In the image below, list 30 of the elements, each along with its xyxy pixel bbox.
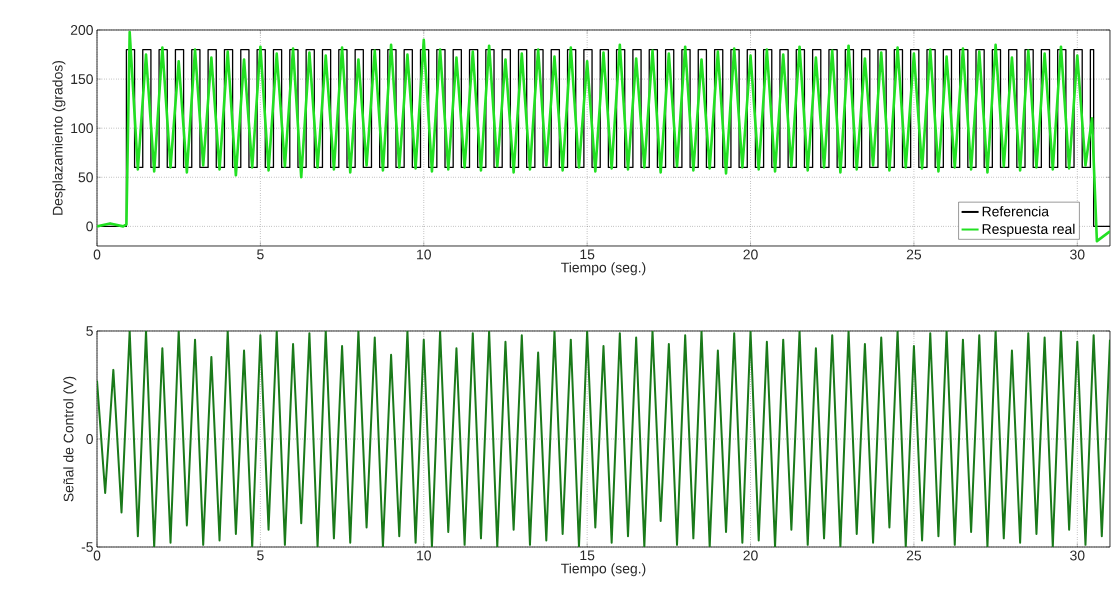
y-tick-label: 50 [78, 172, 93, 183]
line-series [97, 30, 1110, 243]
x-tick-label: 30 [1070, 550, 1085, 561]
y-tick-label: 0 [86, 434, 93, 444]
x-tick-label: 5 [257, 550, 264, 561]
x-tick-label: 25 [906, 550, 922, 561]
x-axis-title: Tiempo (seg.) [561, 262, 646, 276]
y-axis-title: Desplazamiento (grados) [52, 60, 66, 215]
x-tick-label: 20 [743, 249, 758, 260]
x-tick-label: 10 [417, 550, 431, 561]
x-tick-label: 25 [906, 249, 922, 260]
y-tick-label: 0 [86, 221, 93, 232]
x-tick-label: 0 [93, 550, 101, 561]
y-tick-label: 5 [86, 326, 93, 336]
x-tick-label: 15 [580, 550, 595, 561]
x-tick-label: 0 [93, 249, 101, 260]
legend-label: Respuesta real [982, 223, 1075, 237]
x-tick-label: 20 [743, 550, 758, 561]
y-tick-label: 200 [70, 25, 93, 35]
y-tick-label: 100 [71, 123, 93, 134]
line-series [97, 330, 1110, 547]
x-tick-label: 10 [417, 249, 431, 260]
y-axis-title: Señal de Control (V) [63, 376, 77, 502]
x-tick-label: 30 [1070, 249, 1085, 260]
y-tick-label: -5 [81, 542, 93, 552]
y-tick-label: 150 [71, 74, 93, 85]
x-axis-title: Tiempo (seg.) [561, 563, 646, 577]
x-tick-label: 15 [580, 249, 595, 260]
legend-label: Referencia [982, 206, 1050, 217]
x-tick-label: 5 [257, 249, 264, 260]
